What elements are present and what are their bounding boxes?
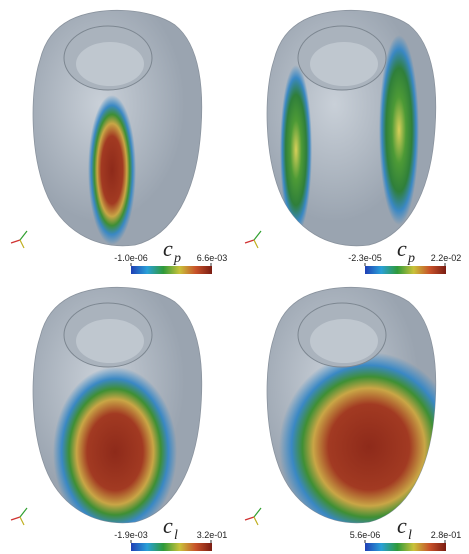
field-overlay xyxy=(88,95,136,245)
field-patch xyxy=(53,367,177,537)
colorbar-max: 2.8e-01 xyxy=(431,530,462,540)
valve-inner xyxy=(76,42,144,86)
valve-inner xyxy=(310,42,378,86)
axis-x xyxy=(11,517,20,520)
axis-x xyxy=(245,517,254,520)
field-patch xyxy=(88,95,136,245)
colorbar-max: 6.6e-03 xyxy=(197,253,228,263)
variable-symbol: c xyxy=(397,236,407,261)
field-patch xyxy=(280,65,312,235)
variable-subscript: l xyxy=(174,528,178,543)
variable-symbol: c xyxy=(163,513,173,538)
variable-subscript: l xyxy=(408,528,412,543)
figure: cp-1.0e-066.6e-03cp-2.3e-052.2e-02cl-1.9… xyxy=(0,0,469,554)
axis-x xyxy=(245,240,254,243)
colorbar-min: -1.9e-03 xyxy=(114,530,148,540)
axis-z xyxy=(254,240,258,248)
field-patch xyxy=(279,352,459,542)
colorbar xyxy=(365,543,446,551)
colorbar-max: 3.2e-01 xyxy=(197,530,228,540)
colorbar xyxy=(131,543,212,551)
axis-y xyxy=(254,231,261,240)
axis-y xyxy=(20,231,27,240)
axis-z xyxy=(20,517,24,525)
variable-symbol: c xyxy=(397,513,407,538)
valve-inner xyxy=(76,319,144,363)
colorbar-min: 5.6e-06 xyxy=(350,530,381,540)
field-overlay xyxy=(53,367,177,537)
colorbar-min: -1.0e-06 xyxy=(114,253,148,263)
colorbar xyxy=(365,266,446,274)
axis-z xyxy=(20,240,24,248)
axis-y xyxy=(254,508,261,517)
field-overlay xyxy=(279,352,459,542)
variable-subscript: p xyxy=(173,251,181,266)
variable-subscript: p xyxy=(407,251,415,266)
axis-z xyxy=(254,517,258,525)
colorbar-max: 2.2e-02 xyxy=(431,253,462,263)
axis-x xyxy=(11,240,20,243)
colorbar xyxy=(131,266,212,274)
valve-inner xyxy=(310,319,378,363)
variable-symbol: c xyxy=(163,236,173,261)
colorbar-min: -2.3e-05 xyxy=(348,253,382,263)
axis-y xyxy=(20,508,27,517)
